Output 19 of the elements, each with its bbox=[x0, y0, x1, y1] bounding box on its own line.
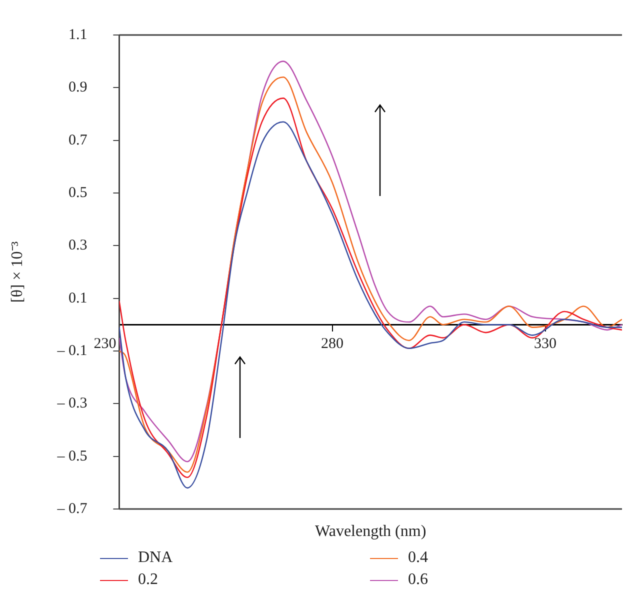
y-tick-label: 0.7 bbox=[68, 132, 88, 148]
y-tick-label: 0.1 bbox=[68, 290, 88, 306]
legend-label: DNA bbox=[138, 549, 173, 567]
y-tick-label: – 0.3 bbox=[56, 396, 88, 412]
y-tick-label: 0.9 bbox=[68, 80, 88, 96]
legend-label: 0.6 bbox=[408, 571, 428, 589]
y-tick-label: – 0.7 bbox=[56, 500, 88, 517]
y-tick-label: – 0.5 bbox=[56, 448, 88, 464]
y-axis-title: [θ] × 10⁻³ bbox=[8, 241, 26, 303]
x-tick-label: 330 bbox=[534, 336, 557, 352]
y-tick-label: 1.1 bbox=[68, 26, 88, 43]
x-tick-label: 230 bbox=[94, 336, 116, 352]
legend-label: 0.4 bbox=[408, 549, 428, 567]
legend-label: 0.2 bbox=[138, 571, 158, 589]
x-tick-label: 280 bbox=[321, 336, 344, 352]
y-tick-label: 0.5 bbox=[68, 184, 88, 201]
y-tick-label: 0.3 bbox=[68, 238, 88, 254]
x-axis-title: Wavelength (nm) bbox=[315, 523, 426, 540]
y-tick-label: – 0.1 bbox=[56, 342, 88, 359]
